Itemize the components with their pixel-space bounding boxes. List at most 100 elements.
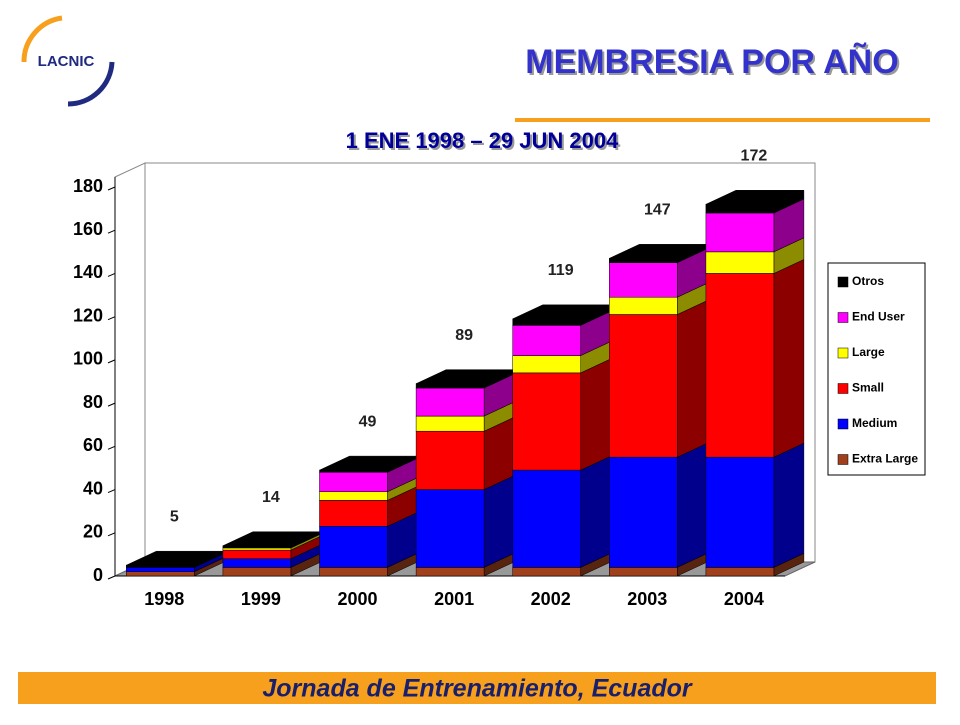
bar-segment [415, 489, 485, 568]
bar-side [773, 442, 805, 568]
bar-side [580, 455, 611, 568]
total-label: 89 [455, 327, 473, 344]
bar-segment [609, 314, 678, 458]
y-tick-label: 60 [83, 435, 103, 455]
x-tick-label: 2003 [627, 589, 667, 609]
total-label: 14 [262, 489, 280, 506]
bar-segment [319, 491, 388, 501]
bar-segment [512, 355, 581, 374]
x-tick-label: 2004 [724, 589, 764, 609]
bar-segment [609, 567, 678, 577]
legend-label: Otros [852, 274, 884, 288]
bar-segment [705, 567, 775, 577]
title: MEMBRESIA POR AÑO [525, 43, 898, 81]
bar-segment [319, 472, 388, 492]
bar-segment [319, 567, 388, 577]
bar-side [677, 300, 708, 458]
bar-side [483, 475, 515, 568]
y-tick [107, 359, 116, 364]
footer: Jornada de Entrenamiento, Ecuador [262, 675, 693, 703]
bar-segment [222, 558, 292, 568]
y-tick [107, 186, 116, 191]
y-tick [107, 489, 116, 494]
bar-segment [415, 387, 485, 417]
y-tick [107, 575, 116, 580]
title-rule [515, 118, 930, 122]
bar-segment [415, 567, 485, 577]
total-label: 119 [548, 262, 574, 279]
bar-segment [319, 469, 388, 473]
footer-bar [18, 672, 936, 704]
bar-segment [222, 549, 292, 559]
bar-segment [126, 571, 195, 577]
legend-box [827, 262, 926, 476]
y-tick [107, 445, 116, 450]
side-wall [114, 162, 146, 577]
bar-segment [126, 567, 195, 572]
y-tick-label: 180 [73, 176, 103, 196]
legend-label: Large [852, 345, 885, 359]
bar-side [580, 358, 611, 471]
bar-segment [705, 204, 775, 214]
y-tick-label: 0 [93, 565, 103, 585]
bar-segment [415, 430, 485, 490]
y-tick [107, 316, 116, 321]
x-tick-label: 1999 [241, 589, 281, 609]
title-shadow: MEMBRESIA POR AÑO [527, 45, 900, 83]
bar-segment [705, 456, 775, 568]
legend-label: Small [852, 381, 884, 395]
y-tick-label: 20 [83, 522, 103, 542]
y-tick-label: 40 [83, 478, 103, 498]
logo-arc [67, 61, 115, 107]
bar-side [773, 259, 805, 458]
bar-segment [705, 212, 775, 253]
legend-swatch [837, 347, 849, 359]
legend-swatch [837, 383, 849, 394]
x-tick-label: 1998 [144, 589, 184, 609]
total-label: 172 [741, 148, 768, 165]
bar-top [705, 190, 805, 205]
bar-segment [126, 564, 195, 568]
bar-segment [319, 500, 388, 527]
bar-segment [222, 547, 292, 551]
legend-label: Medium [852, 416, 897, 430]
legend-label: End User [852, 310, 905, 324]
y-tick [107, 402, 116, 407]
total-label: 5 [170, 508, 179, 525]
logo-text: LACNIC [38, 53, 95, 70]
legend-swatch [837, 418, 849, 430]
bar-segment [415, 383, 485, 389]
legend-swatch [837, 454, 849, 465]
bar-segment [705, 273, 775, 458]
chart-title-shadow: 1 ENE 1998 – 29 JUN 2004 [348, 130, 622, 155]
chart-title: 1 ENE 1998 – 29 JUN 2004 [346, 128, 620, 153]
bar-segment [705, 251, 775, 274]
y-tick [107, 532, 116, 537]
bar-segment [512, 567, 581, 577]
logo-arc [21, 15, 63, 63]
y-tick-label: 140 [73, 262, 103, 282]
bar-segment [222, 545, 292, 549]
x-tick-label: 2002 [531, 589, 571, 609]
bar-segment [415, 415, 485, 432]
y-tick [107, 272, 116, 277]
bar-segment [609, 258, 678, 263]
logo: LACNIC [21, 15, 115, 107]
bar-segment [512, 372, 581, 471]
bar-segment [222, 567, 292, 577]
y-tick-label: 120 [73, 305, 103, 325]
legend-label: Extra Large [852, 452, 918, 466]
legend-swatch [837, 312, 849, 323]
y-tick-label: 160 [73, 219, 103, 239]
bar-segment [512, 325, 581, 356]
y-tick-label: 80 [83, 392, 103, 412]
bar-segment [609, 262, 678, 298]
legend-swatch [837, 276, 849, 288]
y-tick [107, 229, 116, 234]
bar-side [677, 442, 708, 568]
x-tick-label: 2001 [434, 589, 474, 609]
bar-segment [609, 296, 678, 315]
total-label: 147 [644, 202, 671, 219]
